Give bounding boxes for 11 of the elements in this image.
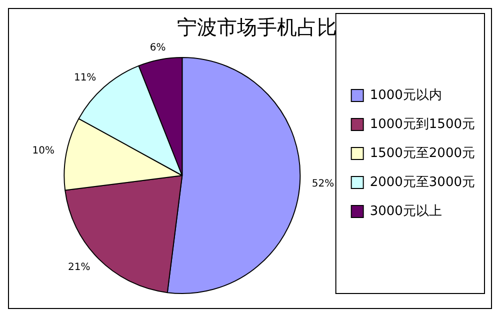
legend-label: 1500元至2000元 [370,146,476,161]
legend-label: 3000元以上 [370,204,442,219]
legend-label: 1000元以内 [370,88,442,103]
data-label: 10% [32,146,54,157]
legend-label: 1000元到1500元 [370,116,476,132]
data-label: 6% [150,42,166,54]
data-label: 11% [74,72,96,84]
legend-label: 2000元至3000元 [370,174,476,190]
data-label: 52% [312,178,334,190]
data-label: 21% [68,262,90,274]
chart-title: 宁波市场手机占比 [177,15,337,40]
